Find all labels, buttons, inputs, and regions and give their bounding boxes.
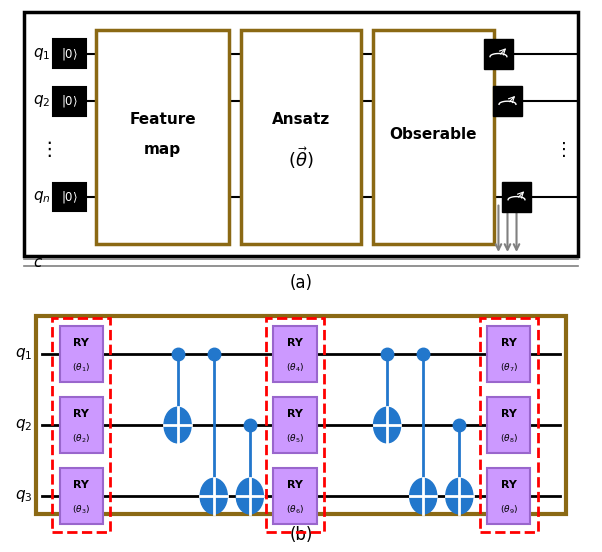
Ellipse shape [409, 479, 436, 514]
Text: $|0\rangle$: $|0\rangle$ [61, 46, 78, 62]
Text: $(\theta_7)$: $(\theta_7)$ [500, 362, 518, 374]
Text: $q_1$: $q_1$ [15, 346, 33, 362]
Ellipse shape [373, 407, 401, 443]
Text: RY: RY [287, 408, 303, 418]
Ellipse shape [236, 479, 264, 514]
Text: RY: RY [73, 480, 89, 490]
Text: Feature: Feature [129, 112, 196, 127]
FancyBboxPatch shape [24, 12, 578, 256]
FancyBboxPatch shape [53, 40, 86, 68]
FancyBboxPatch shape [53, 183, 86, 211]
Text: RY: RY [287, 480, 303, 490]
Text: RY: RY [501, 337, 517, 348]
FancyBboxPatch shape [60, 397, 103, 453]
FancyBboxPatch shape [273, 397, 317, 453]
FancyBboxPatch shape [502, 182, 531, 211]
Text: $\vdots$: $\vdots$ [39, 139, 52, 159]
Text: $q_2$: $q_2$ [15, 417, 33, 433]
Text: $(\theta_3)$: $(\theta_3)$ [72, 504, 90, 516]
FancyBboxPatch shape [36, 316, 566, 514]
FancyBboxPatch shape [273, 468, 317, 524]
Text: $(\theta_5)$: $(\theta_5)$ [286, 433, 304, 445]
Text: $q_1$: $q_1$ [33, 46, 51, 62]
Text: $|0\rangle$: $|0\rangle$ [61, 93, 78, 109]
FancyBboxPatch shape [60, 326, 103, 382]
Text: RY: RY [501, 408, 517, 418]
Text: (b): (b) [290, 527, 312, 544]
Text: RY: RY [73, 337, 89, 348]
Text: map: map [144, 141, 181, 157]
Ellipse shape [445, 479, 473, 514]
FancyBboxPatch shape [487, 326, 530, 382]
Text: Obserable: Obserable [389, 126, 477, 142]
Text: RY: RY [501, 480, 517, 490]
Text: $q_n$: $q_n$ [33, 189, 51, 205]
Text: $(\theta_8)$: $(\theta_8)$ [500, 433, 518, 445]
Text: $(\theta_6)$: $(\theta_6)$ [286, 504, 304, 516]
Text: $q_3$: $q_3$ [15, 488, 33, 504]
Text: RY: RY [73, 408, 89, 418]
FancyBboxPatch shape [484, 39, 513, 68]
Text: $q_2$: $q_2$ [33, 93, 51, 109]
Text: RY: RY [287, 337, 303, 348]
Text: $c$: $c$ [33, 255, 43, 270]
Text: $(\theta_1)$: $(\theta_1)$ [72, 362, 90, 374]
FancyBboxPatch shape [273, 326, 317, 382]
FancyBboxPatch shape [53, 87, 86, 115]
FancyBboxPatch shape [373, 30, 494, 245]
Ellipse shape [200, 479, 227, 514]
Ellipse shape [164, 407, 191, 443]
FancyBboxPatch shape [241, 30, 361, 245]
Text: $(\theta_2)$: $(\theta_2)$ [72, 433, 90, 445]
FancyBboxPatch shape [60, 468, 103, 524]
Text: Ansatz: Ansatz [272, 112, 330, 127]
Text: $(\theta_9)$: $(\theta_9)$ [500, 504, 518, 516]
Text: $|0\rangle$: $|0\rangle$ [61, 189, 78, 205]
FancyBboxPatch shape [487, 397, 530, 453]
FancyBboxPatch shape [96, 30, 229, 245]
FancyBboxPatch shape [493, 87, 522, 116]
Text: $(\vec{\theta})$: $(\vec{\theta})$ [288, 145, 314, 171]
FancyBboxPatch shape [487, 468, 530, 524]
Text: $\vdots$: $\vdots$ [554, 140, 566, 158]
Text: $(\theta_4)$: $(\theta_4)$ [286, 362, 304, 374]
Text: (a): (a) [290, 274, 312, 292]
